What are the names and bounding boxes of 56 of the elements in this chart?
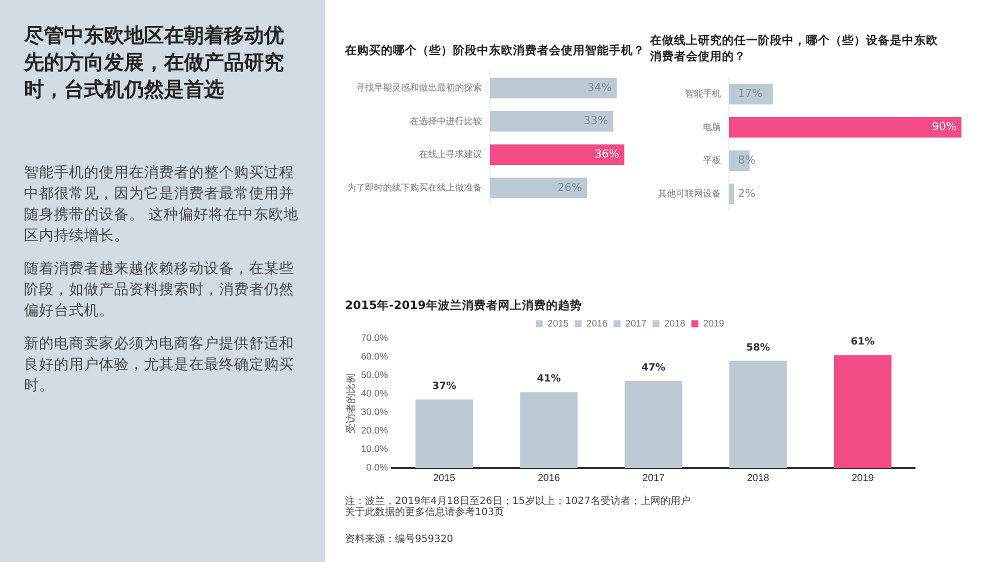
- text: 新的电商卖家必须为电商客户提供舒适和良好的用户体验，尤其是在最终确定购买时。: [24, 334, 295, 396]
- text: 47%: [642, 362, 666, 374]
- x-tick-label: 2016: [538, 472, 560, 484]
- text: 智能手机的使用在消费者的整个购买过程中都很常见，因为它是消费者最常使用并随身携带的设备。 这种偏好将在中东欧地区内持续增长。: [24, 164, 300, 246]
- data-label: 17%: [738, 86, 762, 100]
- text: 37%: [432, 381, 456, 392]
- y-tick-label: 30.0%: [361, 407, 388, 418]
- bar: [729, 184, 734, 204]
- text: 资料来源：编号959320: [345, 532, 454, 546]
- data-label: 26%: [558, 180, 582, 194]
- x-tick-label: 2015: [433, 472, 456, 484]
- y-tick-label: 在线上寻求建议: [419, 149, 482, 160]
- legend-label: 2019: [703, 318, 724, 330]
- y-axis-title: 受访者的比例: [344, 373, 357, 434]
- y-tick-label: 平板: [703, 155, 721, 166]
- bar: [490, 78, 617, 98]
- data-label: 2%: [738, 186, 756, 200]
- text: 58%: [746, 342, 770, 354]
- bar: [729, 84, 773, 104]
- data-label: 90%: [932, 120, 956, 134]
- y-tick-label: 60.0%: [361, 352, 388, 363]
- text: 随着消费者越来越依赖移动设备，在某些阶段，如做产品资料搜索时，消费者仍然偏好台式机。: [24, 260, 295, 321]
- bar: [490, 178, 587, 198]
- data-label: 34%: [587, 80, 612, 94]
- y-tick-label: 10.0%: [361, 444, 388, 456]
- legend-label: 2016: [586, 318, 608, 330]
- y-tick-label: 寻找早期灵感和做出最初的探索: [356, 82, 482, 93]
- x-tick-label: 2019: [852, 472, 874, 484]
- chart-title: 在做线上研究的任一阶段中，哪个（些）设备是中东欧消费者会使用的？: [650, 32, 939, 64]
- text: 41%: [536, 374, 561, 385]
- legend-label: 2018: [664, 318, 686, 330]
- y-tick-label: 在选择中进行比较: [410, 116, 482, 126]
- y-tick-label: 其他可联网设备: [658, 188, 721, 198]
- y-tick-label: 40.0%: [361, 388, 388, 400]
- y-tick-label: 为了即时的线下购买在线上做准备: [347, 182, 482, 192]
- y-tick-label: 50.0%: [361, 370, 388, 382]
- text: 关于此数据的更多信息请参考103页: [345, 506, 504, 519]
- bar: [729, 117, 962, 138]
- chart-title: 在购买的哪个（些）阶段中东欧消费者会使用智能手机？: [345, 42, 645, 58]
- y-tick-label: 电脑: [703, 122, 721, 132]
- legend-label: 2017: [625, 318, 646, 330]
- x-tick-label: 2017: [642, 472, 666, 484]
- legend-label: 2015: [548, 318, 569, 330]
- y-tick-label: 0.0%: [366, 462, 388, 474]
- chart-title: 2015年-2019年波兰消费者网上消费的趋势: [345, 297, 583, 313]
- y-tick-label: 20.0%: [361, 426, 388, 437]
- bar: [490, 144, 624, 165]
- bar: [490, 111, 614, 132]
- text: 61%: [850, 336, 875, 348]
- text: 注：波兰，2019年4月18日至26日；15岁以上；1027名受访者；上网的用户: [345, 494, 690, 507]
- data-label: 36%: [594, 148, 620, 161]
- y-tick-label: 智能手机: [685, 88, 721, 99]
- y-tick-label: 70.0%: [361, 333, 388, 344]
- x-tick-label: 2018: [746, 472, 770, 484]
- text: 尽管中东欧地区在朝着移动优先的方向发展，在做产品研究时，台式机仍然是首选: [24, 22, 285, 103]
- data-label: 33%: [584, 114, 608, 128]
